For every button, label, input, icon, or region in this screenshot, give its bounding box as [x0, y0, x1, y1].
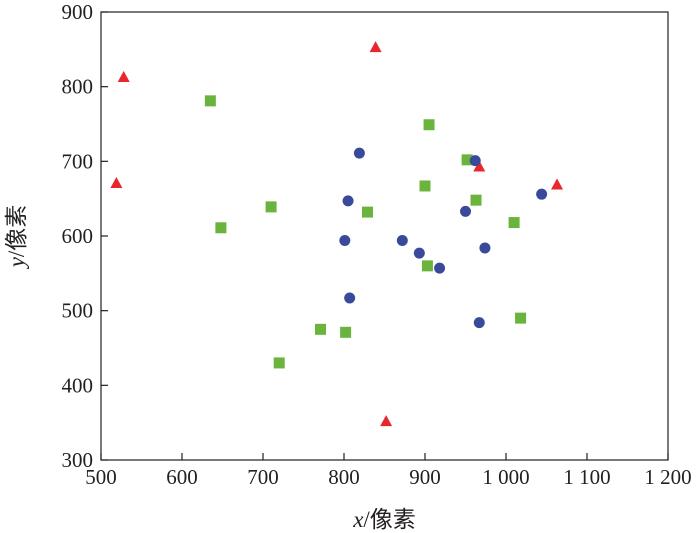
y-tick-label: 400: [62, 373, 94, 397]
circle-point: [344, 292, 356, 304]
square-point: [273, 357, 285, 369]
x-axis-label: x/像素: [352, 507, 416, 532]
y-tick-label: 700: [62, 149, 94, 173]
x-axis-label-unit: /像素: [363, 507, 415, 532]
x-tick-label: 600: [166, 465, 198, 489]
x-tick-label: 1 100: [563, 465, 610, 489]
square-point: [470, 194, 482, 206]
axis-ticks: [100, 11, 669, 461]
x-tick-label: 900: [409, 465, 441, 489]
y-tick-label: 800: [62, 75, 94, 99]
y-axis-label-var: y: [4, 256, 29, 269]
square-point: [265, 201, 277, 213]
circle-point: [469, 155, 481, 167]
circle-point: [536, 188, 548, 200]
square-point: [515, 312, 527, 324]
triangle-point: [369, 41, 382, 53]
circle-point: [396, 234, 408, 246]
square-point: [423, 119, 435, 131]
triangle-point: [110, 176, 123, 188]
x-axis-label-var: x: [352, 507, 364, 532]
square-point: [508, 217, 520, 229]
square-point: [421, 260, 433, 272]
x-tick-label: 500: [85, 465, 117, 489]
circle-point: [342, 195, 354, 207]
square-point: [315, 323, 327, 335]
circle-point: [339, 234, 351, 246]
x-tick-label: 1 000: [482, 465, 529, 489]
x-tick-label: 700: [247, 465, 279, 489]
y-tick-label: 500: [62, 299, 94, 323]
square-point: [215, 222, 227, 234]
y-axis-label: y/像素: [4, 205, 29, 270]
circle-point: [460, 205, 471, 217]
square-point: [419, 180, 431, 192]
square-point: [361, 206, 373, 218]
plot-frame: [100, 11, 669, 461]
square-point: [204, 95, 216, 107]
square-point: [340, 326, 352, 338]
y-tick-label: 300: [62, 448, 94, 472]
square-point: [461, 154, 473, 166]
circle-point: [413, 247, 425, 259]
triangle-point: [473, 160, 486, 172]
circle-point: [353, 147, 365, 159]
y-tick-label: 600: [62, 224, 94, 248]
circle-point: [473, 317, 485, 329]
circle-point: [434, 262, 446, 274]
circle-point: [479, 242, 491, 254]
data-points: [110, 41, 564, 427]
y-tick-label: 900: [62, 0, 94, 24]
y-axis-label-unit: /像素: [4, 205, 29, 257]
triangle-point: [117, 70, 130, 82]
x-tick-label: 1 200: [644, 465, 691, 489]
triangle-point: [380, 415, 393, 427]
x-tick-label: 800: [328, 465, 360, 489]
axis-tick-labels: 500 600 700 800 900 1 000 1 100 1 200 300 400 500 6…: [62, 0, 692, 489]
triangle-point: [551, 178, 564, 190]
